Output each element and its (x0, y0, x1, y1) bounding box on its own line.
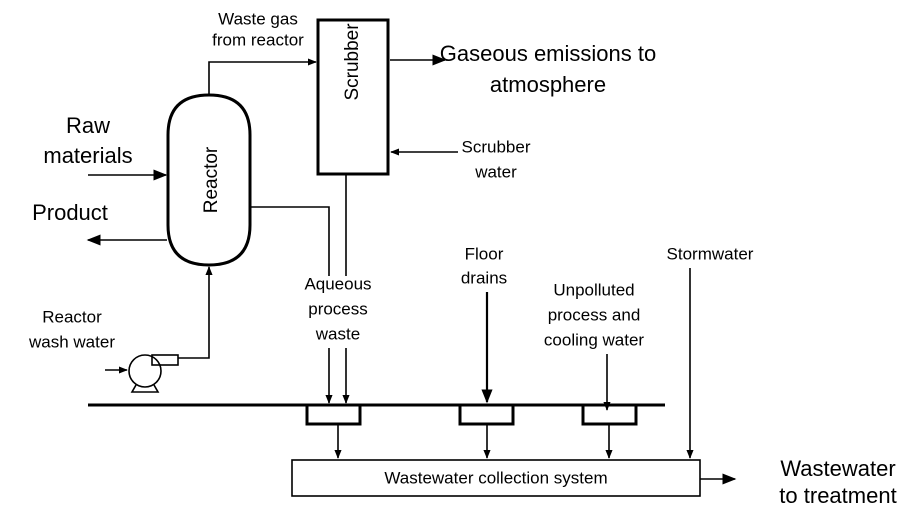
wash-water-label: wash water (28, 332, 115, 351)
treatment-label: Wastewater (780, 456, 895, 481)
pump (128, 354, 162, 388)
reactor-label: Reactor (201, 146, 222, 213)
sump (305, 403, 362, 426)
collection-box (291, 459, 701, 497)
floor-drains-label: Floor (465, 244, 504, 263)
waste-gas-label: Waste gas (218, 9, 298, 28)
waste-gas-line (208, 58, 317, 95)
wash-water-label: Reactor (42, 307, 102, 326)
unpolluted-label: cooling water (544, 330, 645, 349)
reactor-vessel (166, 93, 252, 267)
unpolluted-label: Unpolluted (553, 280, 634, 299)
pump-outlet (151, 354, 179, 366)
raw-materials-label: materials (43, 143, 132, 168)
unpolluted-label: process and (548, 305, 641, 324)
treatment-label: to treatment (779, 483, 896, 508)
scrubber-water-label: Scrubber (462, 137, 531, 156)
raw-materials-label: Raw (66, 113, 110, 138)
stormwater-label: Stormwater (667, 244, 754, 263)
aqueous-label: process (308, 299, 368, 318)
aqueous-label: Aqueous (304, 274, 371, 293)
emissions-label: Gaseous emissions to (440, 41, 656, 66)
sump (581, 403, 638, 426)
waste-gas-label: from reactor (212, 30, 304, 49)
aqueous-label: waste (315, 324, 360, 343)
sump (458, 403, 515, 426)
floor-drains-label: drains (461, 268, 507, 287)
wash-water-line (178, 266, 213, 359)
label-bg (300, 276, 378, 348)
scrubber-label: Scrubber (342, 23, 363, 101)
collection-label: Wastewater collection system (384, 468, 607, 487)
emissions-label: atmosphere (490, 72, 606, 97)
scrubber-box (316, 18, 390, 176)
product-label: Product (32, 200, 108, 225)
pump-base (130, 384, 160, 393)
scrubber-water-label: water (474, 162, 517, 181)
